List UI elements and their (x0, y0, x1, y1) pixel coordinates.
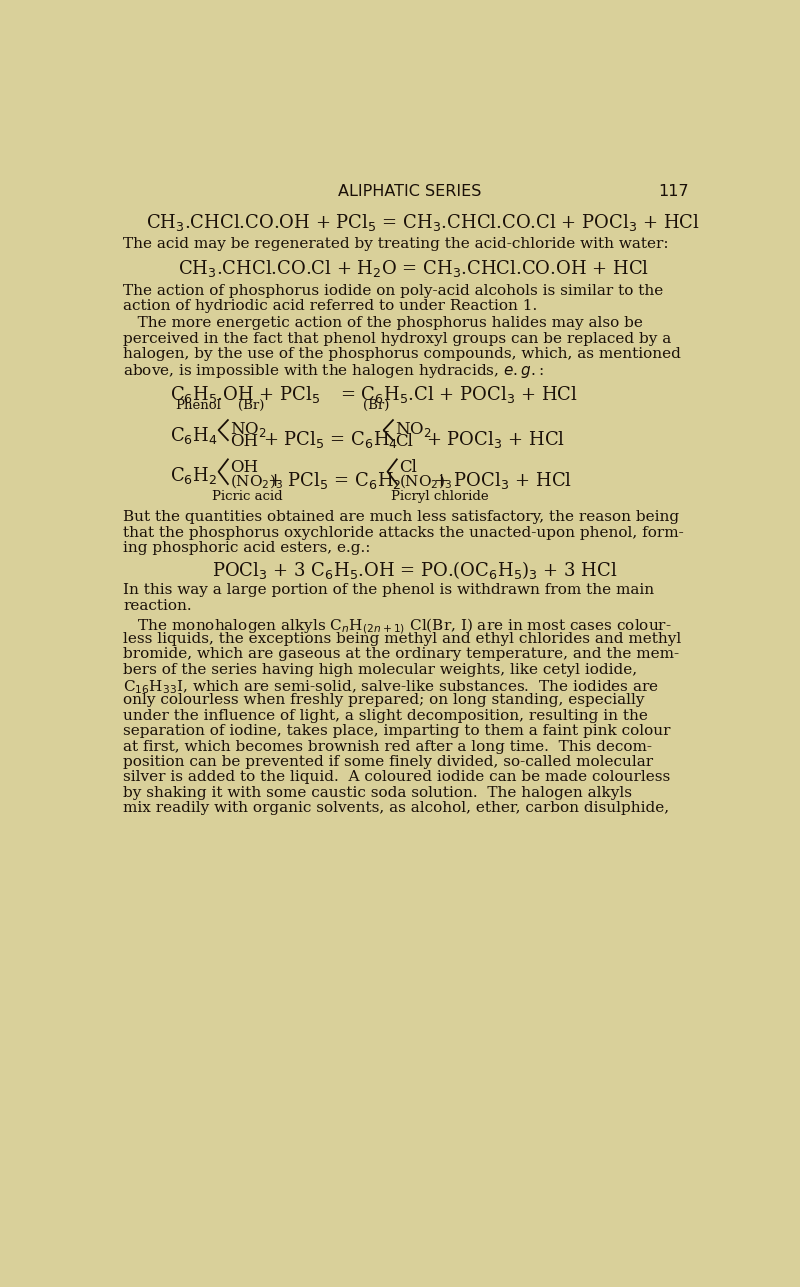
Text: + POCl$_3$ + HCl: + POCl$_3$ + HCl (434, 470, 573, 492)
Text: Picryl chloride: Picryl chloride (390, 490, 488, 503)
Text: + POCl$_3$ + HCl: + POCl$_3$ + HCl (426, 430, 565, 450)
Text: ing phosphoric acid esters, e.g.:: ing phosphoric acid esters, e.g.: (123, 541, 370, 555)
Text: bers of the series having high molecular weights, like cetyl iodide,: bers of the series having high molecular… (123, 663, 638, 677)
Text: C$_{16}$H$_{33}$I, which are semi-solid, salve-like substances.  The iodides are: C$_{16}$H$_{33}$I, which are semi-solid,… (123, 678, 659, 696)
Text: Cl: Cl (399, 459, 417, 476)
Text: CH$_3$.CHCl.CO.Cl + H$_2$O = CH$_3$.CHCl.CO.OH + HCl: CH$_3$.CHCl.CO.Cl + H$_2$O = CH$_3$.CHCl… (178, 259, 649, 279)
Text: C$_6$H$_4$: C$_6$H$_4$ (170, 426, 218, 447)
Text: (Br): (Br) (238, 399, 264, 412)
Text: reaction.: reaction. (123, 598, 192, 613)
Text: The action of phosphorus iodide on poly-acid alcohols is similar to the: The action of phosphorus iodide on poly-… (123, 284, 663, 297)
Text: Cl: Cl (395, 434, 413, 450)
Text: + PCl$_5$ = C$_6$H$_4$: + PCl$_5$ = C$_6$H$_4$ (262, 430, 398, 450)
Text: (NO$_2$)$_3$: (NO$_2$)$_3$ (399, 472, 452, 490)
Text: silver is added to the liquid.  A coloured iodide can be made colourless: silver is added to the liquid. A coloure… (123, 771, 670, 785)
Text: But the quantities obtained are much less satisfactory, the reason being: But the quantities obtained are much les… (123, 510, 679, 524)
Text: The monohalogen alkyls C$_n$H$_{(2n+1)}$ Cl(Br, I) are in most cases colour-: The monohalogen alkyls C$_n$H$_{(2n+1)}$… (123, 616, 672, 636)
Text: The more energetic action of the phosphorus halides may also be: The more energetic action of the phospho… (123, 317, 643, 331)
Text: Picric acid: Picric acid (212, 490, 283, 503)
Text: OH: OH (230, 434, 258, 450)
Text: halogen, by the use of the phosphorus compounds, which, as mentioned: halogen, by the use of the phosphorus co… (123, 347, 681, 360)
Text: mix readily with organic solvents, as alcohol, ether, carbon disulphide,: mix readily with organic solvents, as al… (123, 802, 670, 815)
Text: POCl$_3$ + 3 C$_6$H$_5$.OH = PO.(OC$_6$H$_5$)$_3$ + 3 HCl: POCl$_3$ + 3 C$_6$H$_5$.OH = PO.(OC$_6$H… (212, 560, 618, 582)
Text: The acid may be regenerated by treating the acid-chloride with water:: The acid may be regenerated by treating … (123, 237, 669, 251)
Text: ALIPHATIC SERIES: ALIPHATIC SERIES (338, 184, 482, 198)
Text: under the influence of light, a slight decomposition, resulting in the: under the influence of light, a slight d… (123, 709, 648, 723)
Text: + PCl$_5$ = C$_6$H$_2$: + PCl$_5$ = C$_6$H$_2$ (266, 470, 402, 492)
Text: Phenol: Phenol (175, 399, 221, 412)
Text: NO$_2$: NO$_2$ (230, 420, 267, 439)
Text: = C$_6$H$_5$.Cl + POCl$_3$ + HCl: = C$_6$H$_5$.Cl + POCl$_3$ + HCl (340, 384, 578, 405)
Text: position can be prevented if some finely divided, so-called molecular: position can be prevented if some finely… (123, 755, 654, 770)
Text: C$_6$H$_2$: C$_6$H$_2$ (170, 465, 217, 485)
Text: (Br): (Br) (363, 399, 390, 412)
Text: at first, which becomes brownish red after a long time.  This decom-: at first, which becomes brownish red aft… (123, 740, 652, 754)
Text: by shaking it with some caustic soda solution.  The halogen alkyls: by shaking it with some caustic soda sol… (123, 786, 632, 799)
Text: less liquids, the exceptions being methyl and ethyl chlorides and methyl: less liquids, the exceptions being methy… (123, 632, 682, 646)
Text: 117: 117 (658, 184, 689, 198)
Text: perceived in the fact that phenol hydroxyl groups can be replaced by a: perceived in the fact that phenol hydrox… (123, 332, 671, 345)
Text: NO$_2$: NO$_2$ (395, 420, 432, 439)
Text: action of hydriodic acid referred to under Reaction 1.: action of hydriodic acid referred to und… (123, 299, 538, 313)
Text: above, is impossible with the halogen hydracids, $e.g.$:: above, is impossible with the halogen hy… (123, 363, 544, 381)
Text: CH$_3$.CHCl.CO.OH + PCl$_5$ = CH$_3$.CHCl.CO.Cl + POCl$_3$ + HCl: CH$_3$.CHCl.CO.OH + PCl$_5$ = CH$_3$.CHC… (146, 212, 701, 233)
Text: only colourless when freshly prepared; on long standing, especially: only colourless when freshly prepared; o… (123, 694, 645, 708)
Text: OH: OH (230, 459, 258, 476)
Text: that the phosphorus oxychloride attacks the unacted-upon phenol, form-: that the phosphorus oxychloride attacks … (123, 525, 684, 539)
Text: C$_6$H$_5$.OH + PCl$_5$: C$_6$H$_5$.OH + PCl$_5$ (170, 384, 320, 405)
Text: (NO$_2$)$_3$: (NO$_2$)$_3$ (230, 472, 283, 490)
Text: separation of iodine, takes place, imparting to them a faint pink colour: separation of iodine, takes place, impar… (123, 725, 670, 739)
Text: In this way a large portion of the phenol is withdrawn from the main: In this way a large portion of the pheno… (123, 583, 654, 597)
Text: bromide, which are gaseous at the ordinary temperature, and the mem-: bromide, which are gaseous at the ordina… (123, 647, 679, 662)
